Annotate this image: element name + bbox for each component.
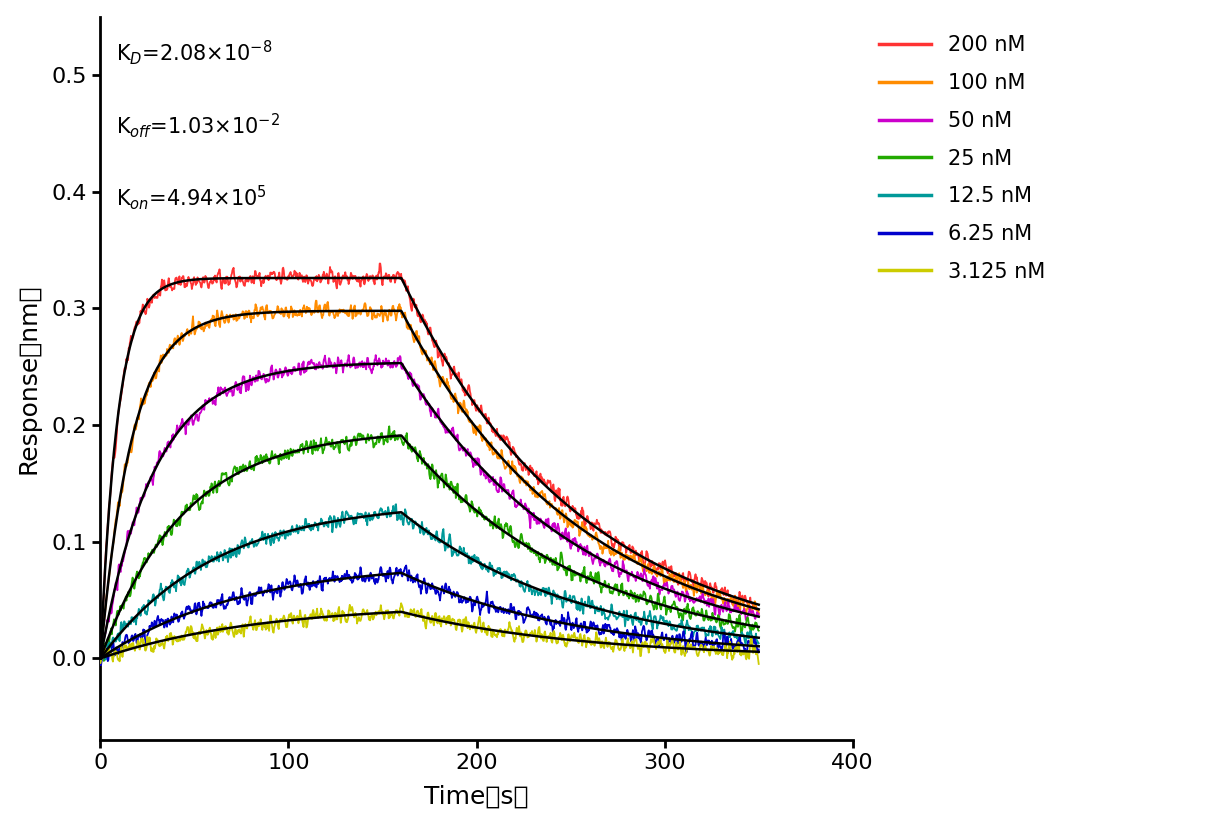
Legend: 200 nM, 100 nM, 50 nM, 25 nM, 12.5 nM, 6.25 nM, 3.125 nM: 200 nM, 100 nM, 50 nM, 25 nM, 12.5 nM, 6… <box>871 27 1053 290</box>
X-axis label: Time（s）: Time（s） <box>424 785 529 808</box>
Text: K$_{on}$=4.94×10$^{5}$: K$_{on}$=4.94×10$^{5}$ <box>116 183 266 212</box>
Text: K$_{D}$=2.08×10$^{-8}$: K$_{D}$=2.08×10$^{-8}$ <box>116 39 272 67</box>
Y-axis label: Response（nm）: Response（nm） <box>17 283 41 474</box>
Text: K$_{off}$=1.03×10$^{-2}$: K$_{off}$=1.03×10$^{-2}$ <box>116 111 280 139</box>
